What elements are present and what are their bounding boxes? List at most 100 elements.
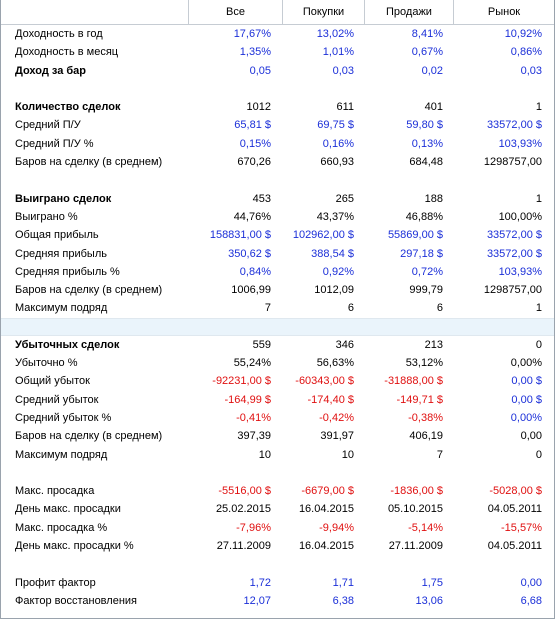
table-row[interactable]: Средний убыток -164,99 $ -174,40 $ -149,71 … [1,391,554,409]
table-row[interactable]: Убыточных сделок 559 346 213 0 [1,336,554,354]
row-value: 33572,00 $ [486,229,542,242]
row-value: 401 [424,101,443,114]
row-value: 559 [252,338,271,351]
row-value: -9,94% [319,521,354,534]
table-row[interactable]: Общий убыток -92231,00 $ -60343,00 $ -31888… [1,372,554,390]
row-value: -0,41% [236,411,271,424]
table-row[interactable]: День макс. просадки % 27.11.2009 16.04.201… [1,537,554,555]
row-value: 12,07 [243,594,271,607]
header-label-column[interactable] [1,0,188,24]
row-label: Максимум подряд [15,302,108,315]
row-value: -1836,00 $ [390,485,443,498]
row-value: 7 [264,302,271,315]
table-row[interactable]: Макс. просадка -5516,00 $ -6679,00 $ -1836,… [1,482,554,500]
row-value: 684,48 [409,156,443,169]
header-col-buys[interactable]: Покупки [282,0,364,24]
row-value: 6,68 [520,594,542,607]
row-value: 213 [424,338,443,351]
row-value: 0,84% [239,265,271,278]
table-row[interactable]: Доходность в год 17,67% 13,02% 8,41% 10,92% [1,25,554,43]
table-row[interactable]: Убыточно % 55,24% 56,63% 53,12% 0,00% [1,354,554,372]
row-value: 33572,00 $ [486,247,542,260]
table-row[interactable]: Максимум подряд 10 10 7 0 [1,446,554,464]
row-value: 0,05 [249,64,271,77]
row-value: 1298757,00 [483,284,542,297]
section-separator [1,317,554,336]
row-value: 53,12% [405,357,443,370]
row-value: 04.05.2011 [487,503,542,516]
row-value: -5028,00 $ [489,485,542,498]
row-label: Убыточных сделок [15,338,120,351]
table-row[interactable]: Доходность в месяц 1,35% 1,01% 0,67% 0,86% [1,43,554,61]
row-label: Количество сделок [15,101,121,114]
row-value: 0,15% [239,137,271,150]
row-value: -31888,00 $ [384,375,443,388]
row-value: 100,00% [498,210,542,223]
table-row[interactable]: Выиграно сделок 453 265 188 1 [1,190,554,208]
table-row[interactable]: Количество сделок 1012 611 401 1 [1,98,554,116]
row-value: 102962,00 $ [292,229,354,242]
row-value: 10 [258,448,271,461]
row-value: 0,92% [322,265,354,278]
row-value: 13,02% [316,28,354,40]
row-value: 0,00% [510,411,542,424]
row-label: Фактор восстановления [15,594,137,607]
row-value: 346 [335,338,354,351]
row-label: Общий убыток [15,375,90,388]
table-row[interactable]: Профит фактор 1,72 1,71 1,75 0,00 [1,574,554,592]
row-value: 158831,00 $ [209,229,271,242]
table-row[interactable]: Баров на сделку (в среднем) 397,39 391,97 4… [1,427,554,445]
table-row[interactable]: Выиграно % 44,76% 43,37% 46,88% 100,00% [1,208,554,226]
row-value: 1 [535,302,542,315]
table-row[interactable]: Средняя прибыль 350,62 $ 388,54 $ 297,18 $ 3… [1,245,554,263]
table-row[interactable]: Общая прибыль 158831,00 $ 102962,00 $ 55869… [1,226,554,244]
row-label: Максимум подряд [15,448,108,461]
header-col-sells[interactable]: Продажи [364,0,453,24]
row-value: -15,57% [501,521,542,534]
row-label: Баров на сделку (в среднем) [15,156,163,169]
row-value: 27.11.2009 [388,540,443,553]
spacer-row [1,464,554,482]
table-row[interactable]: Средний убыток % -0,41% -0,42% -0,38% 0,00% [1,409,554,427]
row-label: Баров на сделку (в среднем) [15,430,163,443]
table-row[interactable]: Средняя прибыль % 0,84% 0,92% 0,72% 103,93% [1,263,554,281]
row-value: 1,75 [421,576,443,589]
row-value: 103,93% [498,137,542,150]
row-value: 265 [335,192,354,205]
row-value: 1,01% [322,46,354,59]
row-value: 611 [336,101,354,114]
row-value: 69,75 $ [317,119,354,132]
table-row[interactable]: Баров на сделку (в среднем) 1006,99 1012,0… [1,281,554,299]
table-row[interactable]: Фактор восстановления 12,07 6,38 13,06 6,68 [1,592,554,610]
row-value: 0,00% [510,357,542,370]
row-value: 0,03 [520,64,542,77]
header-col-all[interactable]: Все [188,0,282,24]
row-value: 0 [535,448,542,461]
row-value: 660,93 [320,156,354,169]
row-value: -164,99 $ [224,393,271,406]
table-row[interactable]: Средний П/У 65,81 $ 69,75 $ 59,80 $ 33572,00… [1,116,554,134]
table-row[interactable]: Баров на сделку (в среднем) 670,26 660,93 6… [1,153,554,171]
row-value: 16.04.2015 [298,503,354,516]
row-value: 65,81 $ [234,119,271,132]
row-value: 0,00 $ [511,393,542,406]
header-col-market[interactable]: Рынок [453,0,554,24]
row-value: 453 [252,192,271,205]
table-row[interactable]: Средний П/У % 0,15% 0,16% 0,13% 103,93% [1,135,554,153]
row-value: 0,86% [510,46,542,59]
row-label: Профит фактор [15,576,96,589]
table-row[interactable]: Доход за бар 0,05 0,03 0,02 0,03 [1,62,554,80]
row-value: 1012,09 [314,284,354,297]
table-row[interactable]: Макс. просадка % -7,96% -9,94% -5,14% -15,57… [1,519,554,537]
row-value: 10 [341,448,354,461]
table-row[interactable]: День макс. просадки 25.02.2015 16.04.2015 0… [1,500,554,518]
row-value: 05.10.2015 [387,503,443,516]
row-label: Общая прибыль [15,229,99,242]
row-value: 04.05.2011 [487,540,542,553]
row-label: Макс. просадка % [15,521,108,534]
row-value: 350,62 $ [228,247,271,260]
row-value: -92231,00 $ [212,375,271,388]
row-value: 0 [535,338,542,351]
row-label: Средний П/У % [15,137,94,150]
table-row[interactable]: Максимум подряд 7 6 6 1 [1,299,554,317]
